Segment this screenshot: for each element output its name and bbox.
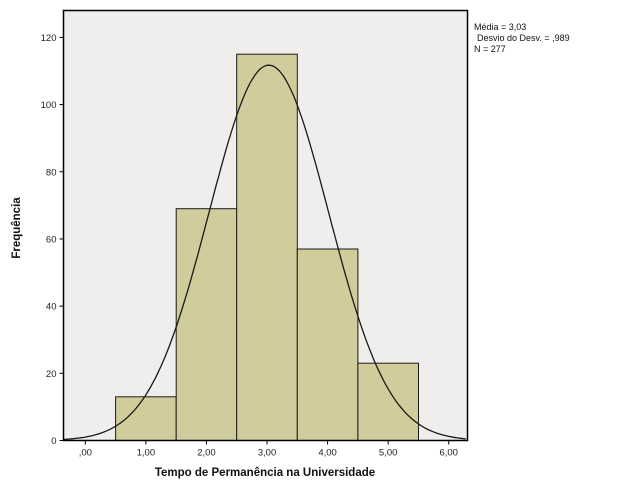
x-tick-label: 3,00 [258, 448, 277, 459]
y-tick-label: 60 [46, 234, 57, 245]
normal-curve [63, 64, 466, 441]
y-tick-label: 0 [51, 436, 56, 447]
histogram-bar [236, 53, 298, 441]
legend-mean: Média = 3,03 [474, 22, 527, 32]
x-tick-label: 2,00 [197, 448, 216, 459]
y-tick-label: 100 [41, 100, 57, 111]
x-axis-title: Tempo de Permanência na Universidade [154, 467, 376, 479]
histogram-bar [175, 208, 238, 441]
legend-stddev: Desvio do Desv. = ,989 [477, 33, 570, 43]
legend-n: N = 277 [474, 44, 506, 54]
x-tick-label: 6,00 [439, 448, 458, 459]
y-tick-label: 120 [41, 33, 57, 44]
histogram-bar [357, 362, 419, 442]
y-tick-label: 40 [46, 302, 57, 313]
y-tick-label: 80 [46, 167, 57, 178]
histogram-bar [115, 396, 177, 441]
plot-frame [62, 9, 469, 442]
x-tick-label: 5,00 [379, 448, 398, 459]
histogram-bar [296, 248, 359, 441]
y-tick-label: 20 [46, 369, 57, 380]
stats-legend: Média = 3,03 Desvio do Desv. = ,989 N = … [474, 22, 570, 55]
y-axis-title: Frequência [11, 197, 23, 259]
x-tick-label: ,00 [79, 448, 92, 459]
x-tick-label: 1,00 [137, 448, 156, 459]
x-tick-label: 4,00 [318, 448, 337, 459]
